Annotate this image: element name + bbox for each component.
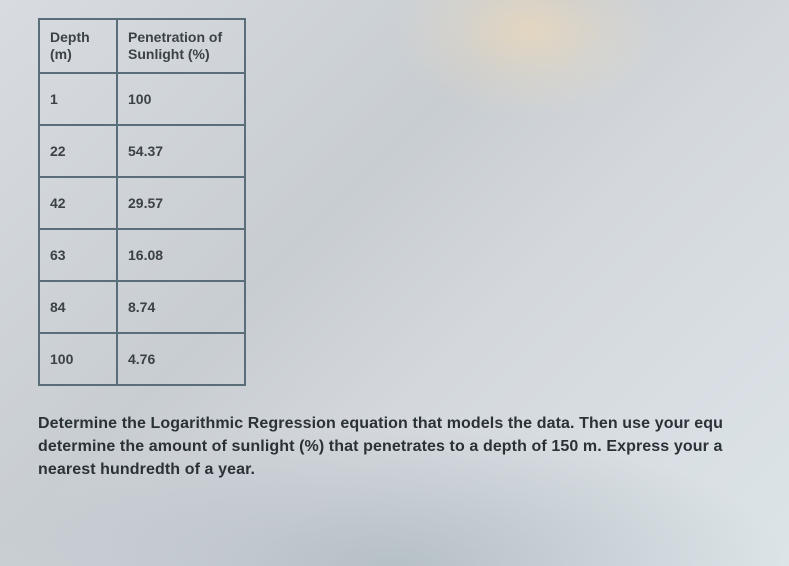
question-line: determine the amount of sunlight (%) tha… [38, 438, 722, 455]
cell-penetration: 8.74 [117, 281, 245, 333]
cell-penetration: 29.57 [117, 177, 245, 229]
cell-depth: 100 [39, 333, 117, 385]
question-line: nearest hundredth of a year. [38, 461, 255, 478]
table-row: 100 4.76 [39, 333, 245, 385]
cell-depth: 22 [39, 125, 117, 177]
table-row: 84 8.74 [39, 281, 245, 333]
cell-depth: 84 [39, 281, 117, 333]
header-depth: Depth (m) [39, 19, 117, 73]
cell-depth: 1 [39, 73, 117, 125]
table-row: 63 16.08 [39, 229, 245, 281]
document-content: Depth (m) Penetration of Sunlight (%) 1 … [0, 0, 789, 482]
question-text: Determine the Logarithmic Regression equ… [38, 412, 789, 482]
cell-penetration: 54.37 [117, 125, 245, 177]
table-row: 22 54.37 [39, 125, 245, 177]
table-header-row: Depth (m) Penetration of Sunlight (%) [39, 19, 245, 73]
table-row: 1 100 [39, 73, 245, 125]
cell-penetration: 16.08 [117, 229, 245, 281]
cell-depth: 42 [39, 177, 117, 229]
question-line: Determine the Logarithmic Regression equ… [38, 415, 723, 432]
data-table: Depth (m) Penetration of Sunlight (%) 1 … [38, 18, 246, 386]
table-row: 42 29.57 [39, 177, 245, 229]
cell-depth: 63 [39, 229, 117, 281]
header-penetration: Penetration of Sunlight (%) [117, 19, 245, 73]
cell-penetration: 4.76 [117, 333, 245, 385]
cell-penetration: 100 [117, 73, 245, 125]
